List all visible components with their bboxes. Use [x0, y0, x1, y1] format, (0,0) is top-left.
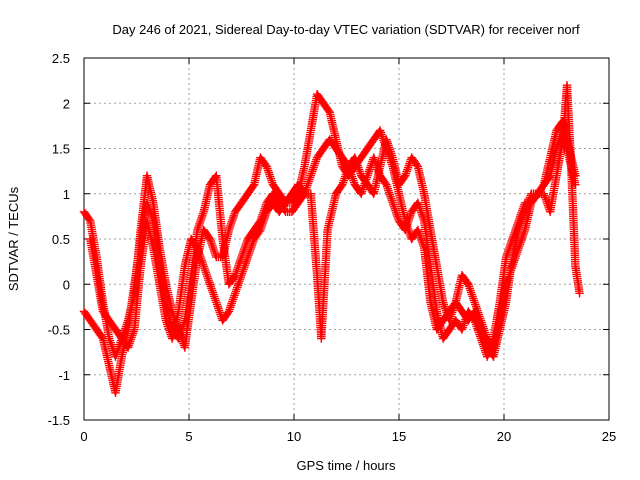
- y-tick-label: 2.5: [52, 51, 70, 66]
- data-point: [248, 182, 258, 191]
- data-marks: [79, 80, 584, 398]
- data-point: [97, 332, 107, 342]
- data-point: [575, 289, 584, 298]
- data-point: [85, 215, 94, 224]
- x-axis-label: GPS time / hours: [297, 458, 396, 473]
- data-point: [324, 106, 333, 115]
- x-tick-label: 15: [392, 429, 406, 444]
- x-tick-label: 0: [80, 429, 87, 444]
- y-tick-label: -1.5: [48, 413, 70, 428]
- y-tick-label: -0.5: [48, 323, 70, 338]
- ticks-layer: 0 5 10 15 20 25 -1.5 -1 -0.5 0 0.5 1 1.5 2 2.5: [48, 51, 617, 444]
- y-tick-label: -1: [58, 368, 70, 383]
- y-tick-label: 0: [63, 277, 70, 292]
- y-axis-label: SDTVAR / TECUs: [6, 186, 21, 291]
- x-tick-label: 20: [497, 429, 511, 444]
- y-tick-label: 0.5: [52, 232, 70, 247]
- grid-layer: [84, 58, 609, 420]
- data-point: [412, 160, 422, 170]
- x-tick-label: 25: [602, 429, 616, 444]
- series-3: [86, 126, 580, 361]
- y-tick-label: 1.5: [52, 142, 70, 157]
- x-tick-label: 10: [287, 429, 301, 444]
- y-tick-label: 1: [63, 187, 70, 202]
- y-tick-label: 2: [63, 96, 70, 111]
- x-tick-label: 5: [185, 429, 192, 444]
- data-point: [571, 180, 580, 189]
- data-point: [544, 172, 554, 182]
- chart-title: Day 246 of 2021, Sidereal Day-to-day VTE…: [112, 22, 580, 37]
